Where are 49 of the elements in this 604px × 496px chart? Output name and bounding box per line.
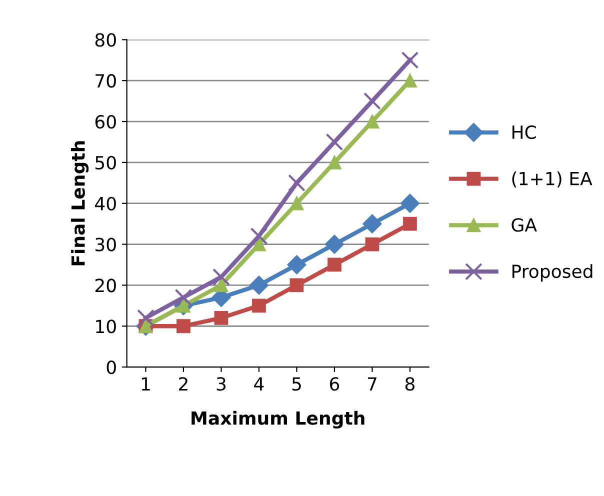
y-axis-title: Final Length: [70, 141, 89, 266]
point: [328, 155, 342, 170]
legend-label: (1+1) EA: [512, 171, 592, 188]
x-axis-title: Maximum Length: [192, 410, 364, 429]
point: [290, 196, 304, 210]
x-tick-label: 6: [330, 377, 340, 391]
point: [174, 288, 192, 306]
point: [403, 216, 417, 231]
point: [252, 298, 266, 313]
point: [288, 174, 306, 192]
point: [249, 276, 268, 295]
y-tick-label: 50: [96, 156, 116, 170]
point: [403, 74, 417, 88]
point: [287, 255, 306, 274]
y-tick-label: 70: [96, 74, 116, 88]
point: [290, 278, 304, 292]
point: [328, 258, 342, 272]
y-tick-label: 30: [96, 238, 116, 252]
point: [400, 194, 420, 213]
legend-label: GA: [512, 218, 537, 232]
point: [326, 133, 344, 151]
point: [252, 237, 266, 252]
point: [365, 114, 380, 128]
y-tick-label: 80: [95, 33, 116, 47]
y-tick-label: 10: [96, 320, 116, 334]
x-tick-label: 7: [368, 377, 376, 390]
x-tick-label: 4: [254, 377, 264, 390]
point: [212, 268, 230, 286]
point: [137, 309, 154, 327]
x-tick-label: 2: [179, 377, 188, 390]
point: [250, 227, 268, 245]
point: [362, 214, 382, 234]
legend-label: Proposed: [512, 264, 592, 282]
x-tick-label: 1: [142, 377, 150, 390]
y-tick-label: 20: [95, 278, 116, 292]
point: [324, 234, 344, 254]
point: [401, 51, 419, 69]
y-tick-label: 40: [95, 196, 116, 210]
x-tick-label: 8: [405, 377, 414, 391]
point: [214, 278, 228, 292]
point: [364, 92, 381, 110]
x-tick-label: 5: [292, 377, 301, 391]
y-tick-label: 60: [95, 114, 116, 129]
legend-label: HC: [512, 125, 536, 140]
y-tick-label: 0: [106, 360, 116, 374]
point: [176, 319, 190, 334]
point: [365, 237, 380, 252]
point: [214, 310, 228, 325]
x-tick-label: 3: [216, 377, 226, 391]
